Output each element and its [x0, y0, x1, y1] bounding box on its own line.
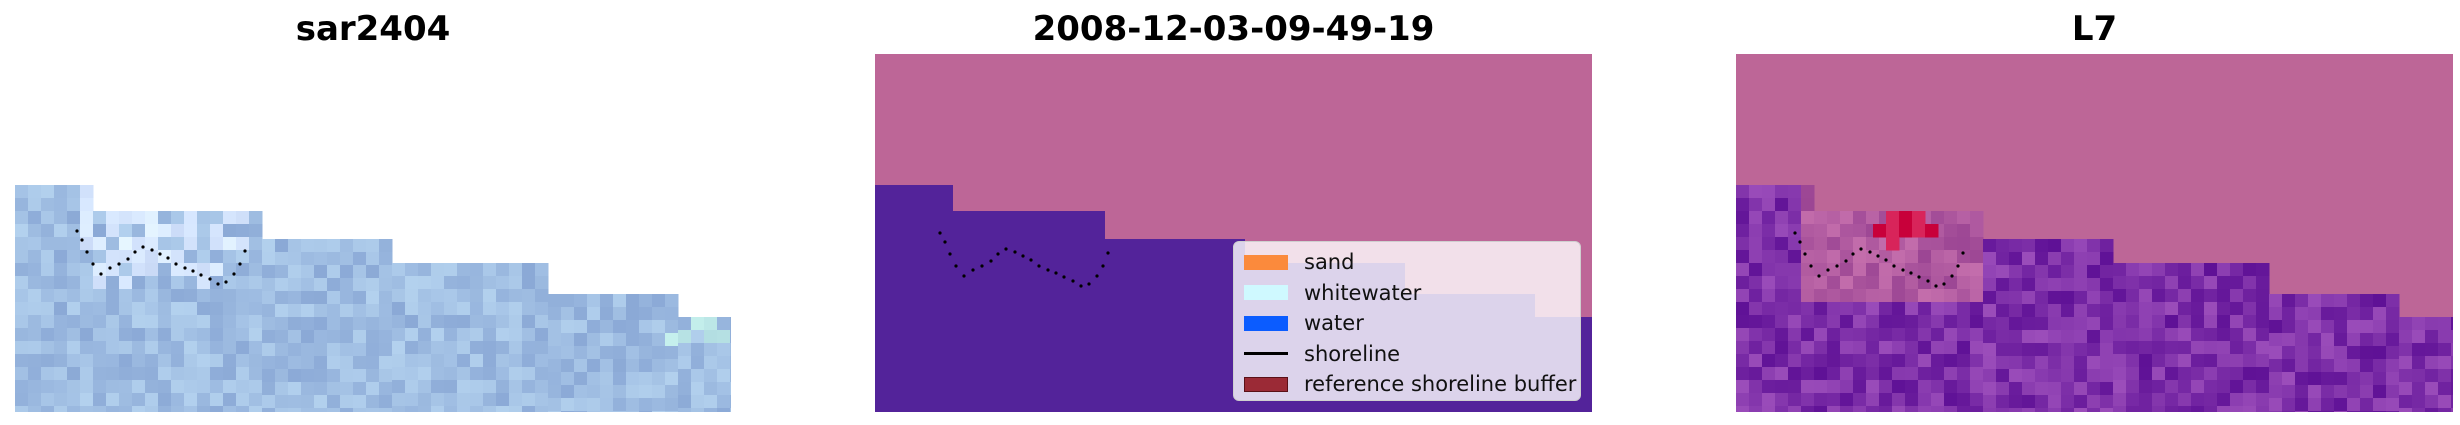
- legend-item-water: water: [1244, 308, 1570, 339]
- index-image-panel: [1736, 54, 2453, 412]
- shoreline-line-swatch: [1244, 352, 1288, 356]
- shoreline-dots: [75, 229, 247, 286]
- legend-item-sand: sand: [1244, 247, 1570, 278]
- index-panel-title: L7: [2071, 9, 2118, 49]
- rgb-panel-title: sar2404: [295, 9, 451, 49]
- legend-item-reference-buffer: reference shoreline buffer: [1244, 369, 1576, 400]
- rgb-image: [15, 185, 731, 412]
- legend: sand whitewater water shoreline referenc…: [1233, 241, 1581, 401]
- legend-item-shoreline: shoreline: [1244, 339, 1570, 370]
- legend-label-shoreline: shoreline: [1304, 341, 1401, 366]
- legend-label-reference-buffer: reference shoreline buffer: [1304, 372, 1577, 397]
- legend-item-whitewater: whitewater: [1244, 278, 1570, 309]
- shoreline-dots: [1793, 231, 1965, 288]
- legend-label-whitewater: whitewater: [1304, 280, 1422, 305]
- index-hotspot: [1873, 211, 1939, 251]
- rgb-image-panel: [15, 54, 731, 412]
- sand-swatch: [1244, 254, 1288, 270]
- shoreline-dots: [938, 231, 1110, 288]
- reference-buffer-swatch: [1244, 376, 1288, 392]
- water-swatch: [1244, 315, 1288, 331]
- whitewater-swatch: [1244, 285, 1288, 301]
- classified-panel-title: 2008-12-03-09-49-19: [1032, 9, 1435, 49]
- rgb-pixels: [15, 185, 731, 412]
- legend-label-water: water: [1304, 311, 1364, 336]
- legend-label-sand: sand: [1304, 250, 1355, 275]
- index-image: [1736, 54, 2453, 412]
